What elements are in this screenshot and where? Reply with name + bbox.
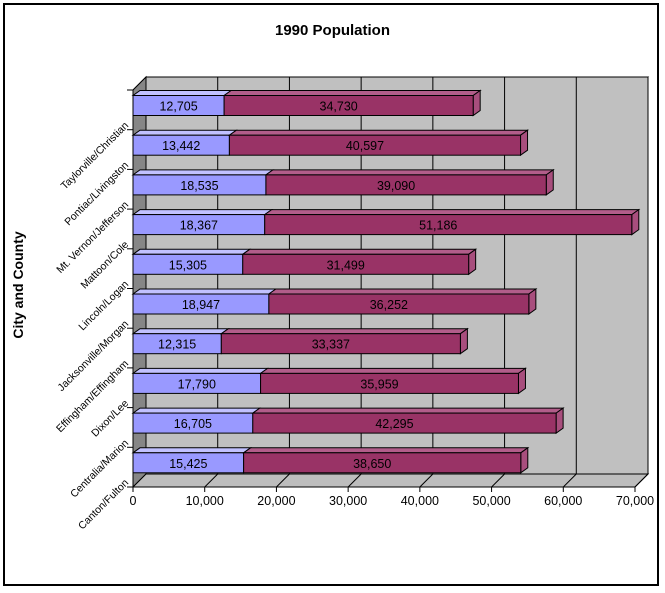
city-bar-top-face xyxy=(131,407,262,414)
county-bar-top-face xyxy=(264,169,555,176)
category-label: Mt. Vernon/Jefferson xyxy=(54,199,131,276)
city-value-label: 18,535 xyxy=(180,179,218,193)
chart-title: 1990 Population xyxy=(274,22,391,39)
county-bar-top-face xyxy=(222,90,482,96)
county-value-label: 33,337 xyxy=(312,338,350,352)
city-bar-top-face xyxy=(131,129,238,136)
county-bar-side-face xyxy=(555,407,564,435)
floor-tick-line xyxy=(419,473,434,488)
x-tick-label: 70,000 xyxy=(616,494,654,508)
county-value-label: 36,252 xyxy=(370,298,408,312)
county-value-label: 40,597 xyxy=(346,139,384,153)
bar-row: 17,790 35,959 xyxy=(131,367,528,395)
county-bar-segment xyxy=(220,333,461,355)
city-bar-top-face xyxy=(131,90,233,96)
city-bar-top-face xyxy=(131,169,275,176)
county-value-label: 39,090 xyxy=(377,179,415,193)
city-value-label: 13,442 xyxy=(162,139,200,153)
county-bar-segment xyxy=(223,95,474,116)
county-bar-segment xyxy=(265,174,547,196)
floor-tick-line xyxy=(634,473,649,488)
y-axis: Taylorville/ChristianPontiac/LivingstonM… xyxy=(54,89,133,532)
county-bar-side-face xyxy=(459,327,468,355)
bar-row: 15,425 38,650 xyxy=(131,446,530,474)
bar-row: 16,705 42,295 xyxy=(131,407,565,435)
county-value-label: 42,295 xyxy=(375,417,413,431)
city-bar-top-face xyxy=(131,209,274,216)
county-bar-top-face xyxy=(259,367,528,374)
county-bar-segment xyxy=(242,253,470,275)
city-value-label: 16,705 xyxy=(174,417,212,431)
bar-row: 18,947 36,252 xyxy=(131,288,538,315)
county-bar-side-face xyxy=(631,208,640,236)
x-tick-label: 30,000 xyxy=(329,494,367,508)
county-bar-segment xyxy=(268,293,530,315)
county-bar-side-face xyxy=(528,288,537,315)
city-bar-top-face xyxy=(131,288,278,295)
city-bar-top-face xyxy=(131,367,270,374)
category-label: Effingham/Effingham xyxy=(54,358,131,435)
county-bar-top-face xyxy=(219,328,469,335)
floor-tick-line xyxy=(204,473,219,488)
category-label: Jacksonville/Morgan xyxy=(55,318,131,394)
bar-row: 18,535 39,090 xyxy=(131,168,555,196)
city-value-label: 15,305 xyxy=(169,258,207,272)
city-bar-top-face xyxy=(131,248,252,255)
city-value-label: 12,705 xyxy=(159,100,197,114)
county-value-label: 35,959 xyxy=(360,377,398,391)
bar-row: 13,442 40,597 xyxy=(131,129,530,157)
category-label: Taylorville/Christian xyxy=(59,120,132,193)
bar-row: 15,305 31,499 xyxy=(131,248,478,276)
county-bar-segment xyxy=(260,372,519,394)
county-value-label: 38,650 xyxy=(353,457,391,471)
county-bar-side-face xyxy=(472,89,481,117)
city-value-label: 18,947 xyxy=(182,298,220,312)
x-tick-label: 60,000 xyxy=(544,494,582,508)
county-value-label: 34,730 xyxy=(320,100,358,114)
city-bar-top-face xyxy=(131,328,230,335)
county-bar-top-face xyxy=(241,248,478,255)
category-label: Dixon/Lee xyxy=(89,397,131,439)
county-value-label: 51,186 xyxy=(419,219,457,233)
county-bar-top-face xyxy=(227,129,530,136)
city-value-label: 15,425 xyxy=(169,457,207,471)
x-tick-label: 20,000 xyxy=(257,494,295,508)
x-tick-label: 0 xyxy=(130,494,137,508)
floor-tick-line xyxy=(562,473,577,488)
county-bar-top-face xyxy=(267,288,538,295)
county-bar-side-face xyxy=(468,248,477,276)
floor-tick-line xyxy=(491,473,505,488)
county-bar-segment xyxy=(264,214,633,236)
x-tick-label: 40,000 xyxy=(401,494,439,508)
county-bar-side-face xyxy=(517,367,526,395)
floor-tick-line xyxy=(276,473,290,488)
county-bar-side-face xyxy=(520,129,529,157)
county-value-label: 31,499 xyxy=(327,258,365,272)
city-value-label: 12,315 xyxy=(158,338,196,352)
bar-row: 18,367 51,186 xyxy=(131,208,641,236)
county-bar-top-face xyxy=(242,447,530,454)
x-tick-label: 10,000 xyxy=(186,494,224,508)
county-bar-segment xyxy=(228,134,522,156)
county-bar-top-face xyxy=(263,209,641,216)
county-bar-side-face xyxy=(520,446,529,474)
x-tick-label: 50,000 xyxy=(472,494,510,508)
chart-border xyxy=(3,3,659,586)
county-bar-top-face xyxy=(251,407,565,414)
city-value-label: 18,367 xyxy=(180,219,218,233)
county-bar-segment xyxy=(252,412,557,434)
city-value-label: 17,790 xyxy=(178,377,216,391)
floor-face xyxy=(131,473,650,488)
bar-row: 12,315 33,337 xyxy=(131,327,469,355)
bar-row: 12,705 34,730 xyxy=(131,89,482,117)
floor-tick-line xyxy=(347,473,362,488)
county-bar-side-face xyxy=(545,168,554,196)
city-bar-top-face xyxy=(131,447,253,454)
county-bar-segment xyxy=(243,452,522,474)
